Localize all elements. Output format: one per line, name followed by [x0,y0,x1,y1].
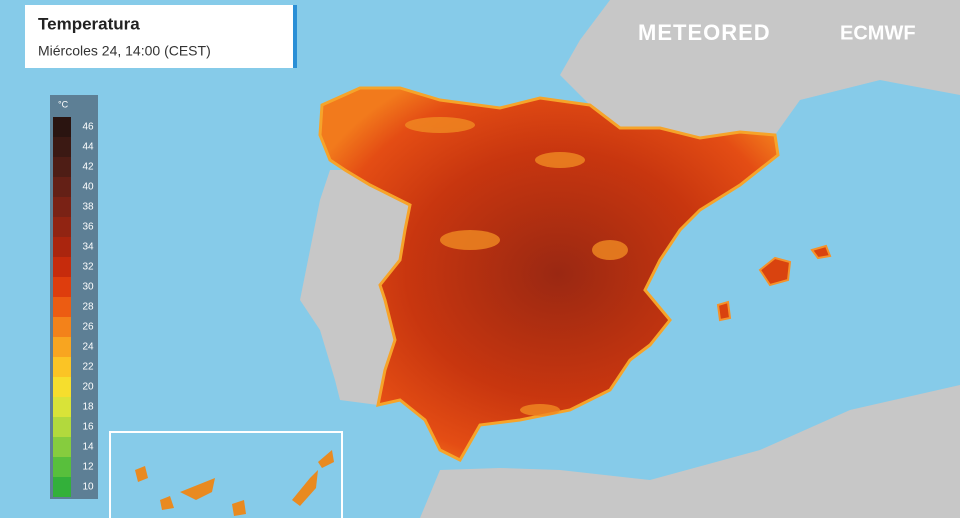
legend-swatch [53,397,71,417]
legend-label: 28 [82,302,94,313]
legend-swatch [53,177,71,197]
africa [420,385,960,518]
legend-label: 10 [82,482,94,493]
legend-swatch [53,417,71,437]
legend-label: 36 [82,222,94,233]
subtitle: Miércoles 24, 14:00 (CEST) [38,43,211,59]
legend-label: 20 [82,382,94,393]
legend-swatch [53,297,71,317]
legend-swatch [53,237,71,257]
legend-label: 14 [82,442,94,453]
legend-swatch [53,337,71,357]
legend-label: 24 [82,342,94,353]
title-box [25,5,297,68]
legend-swatch [53,197,71,217]
legend-swatch [53,217,71,237]
legend-label: 22 [82,362,94,373]
legend-label: 32 [82,262,94,273]
france [540,0,960,138]
title-accent [293,5,297,68]
legend-label: 26 [82,322,94,333]
legend-swatch [53,437,71,457]
legend-unit: °C [58,99,69,109]
legend-swatch [53,377,71,397]
legend: 46 44 42 40 38 36 34 32 30 28 26 24 22 20 18 16 14 12 10 [53,117,94,497]
legend-swatch [53,477,71,497]
legend-label: 18 [82,402,94,413]
legend-label: 38 [82,202,94,213]
balearics [716,244,832,322]
spain [318,86,780,462]
legend-label: 30 [82,282,94,293]
legend-label: 12 [82,462,94,473]
legend-swatch [53,117,71,137]
legend-swatch [53,157,71,177]
legend-label: 40 [82,182,94,193]
warm-zones [405,117,628,416]
legend-swatch [53,317,71,337]
canaries [135,450,334,516]
legend-swatch [53,277,71,297]
portugal [300,170,410,405]
legend-label: 16 [82,422,94,433]
legend-label: 42 [82,162,94,173]
logo-ecmwf: ECMWF [840,22,916,44]
legend-swatch [53,457,71,477]
legend-label: 34 [82,242,94,253]
title: Temperatura [38,14,140,33]
legend-label: 46 [82,122,94,133]
logo-meteored: METEORED [638,20,771,45]
legend-label: 44 [82,142,94,153]
legend-swatch [53,137,71,157]
legend-swatch [53,357,71,377]
legend-swatch [53,257,71,277]
